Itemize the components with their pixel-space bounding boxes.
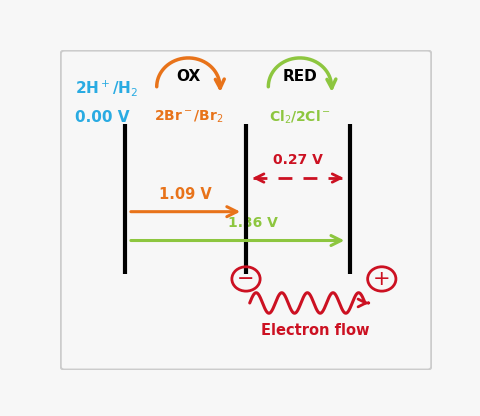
Text: Electron flow: Electron flow [261,323,369,338]
Text: 2H$^+$/H$_2$: 2H$^+$/H$_2$ [75,78,138,98]
Text: 1.09 V: 1.09 V [159,186,212,202]
Text: 0.27 V: 0.27 V [273,154,323,167]
Text: RED: RED [283,69,317,84]
Text: Cl$_2$/2Cl$^-$: Cl$_2$/2Cl$^-$ [269,109,331,126]
Text: OX: OX [176,69,201,84]
Text: 2Br$^-$/Br$_2$: 2Br$^-$/Br$_2$ [154,109,223,125]
Text: −: − [237,269,255,289]
Text: 1.36 V: 1.36 V [228,216,277,230]
FancyBboxPatch shape [61,51,431,369]
Text: 0.00 V: 0.00 V [75,110,130,125]
Text: +: + [373,269,391,289]
